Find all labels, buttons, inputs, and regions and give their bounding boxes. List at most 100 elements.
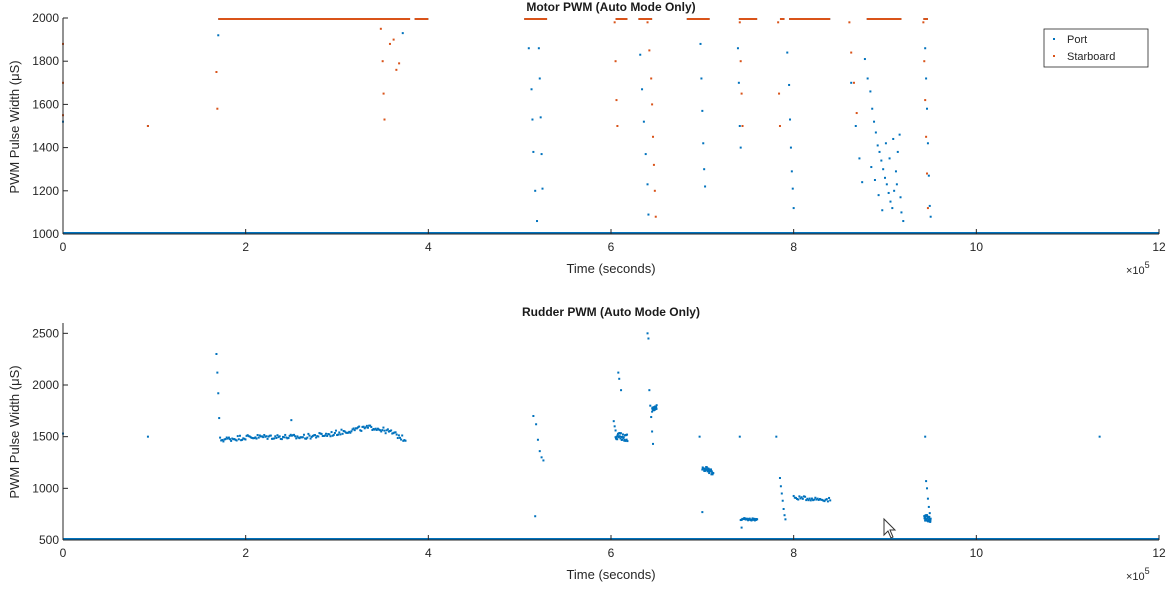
- motor-port-point-68: [888, 157, 891, 160]
- rudder-port-cluster-3-pt-12: [705, 466, 708, 469]
- motor-port-point-22: [700, 77, 703, 80]
- motor-port-point-55: [889, 200, 892, 203]
- rudder-port-cluster-6-pt-12: [925, 514, 928, 517]
- rudder-port-point-40: [925, 480, 928, 483]
- rudder-port-cluster-5-pt-13: [807, 499, 810, 502]
- rudder-port-cluster-1-pt-24: [624, 439, 627, 442]
- rudder-port-point-26: [652, 442, 655, 445]
- rudder-x-axis-label: Time (seconds): [566, 567, 655, 582]
- motor-port-point-37: [792, 207, 795, 210]
- rudder-port-cluster-0-pt-160: [395, 433, 398, 436]
- rudder-port-cluster-1-pt-13: [619, 432, 622, 435]
- motor-port-point-62: [902, 220, 905, 223]
- rudder-port-cluster-0-pt-25: [246, 434, 249, 437]
- rudder-port-cluster-0-pt-164: [400, 438, 403, 441]
- motor-starboard-point-29: [741, 125, 744, 127]
- rudder-port-cluster-0-pt-165: [401, 434, 404, 437]
- motor-port-point-31: [786, 51, 789, 54]
- rudder-port-cluster-1-pt-3: [615, 435, 618, 438]
- motor-x-tick-label-6: 12: [1152, 240, 1166, 254]
- motor-starboard-point-6: [379, 27, 382, 30]
- rudder-port-cluster-6-pt-9: [925, 518, 928, 521]
- rudder-port-cluster-1-pt-20: [622, 436, 625, 439]
- rudder-port-cluster-0-pt-97: [326, 434, 329, 437]
- rudder-port-cluster-0-pt-70: [296, 435, 299, 438]
- rudder-port-cluster-0-pt-130: [362, 425, 365, 428]
- rudder-port-cluster-4-pt-21: [751, 517, 754, 520]
- motor-port-point-34: [789, 146, 792, 149]
- rudder-port-cluster-0-pt-91: [319, 432, 322, 435]
- rudder-port-cluster-5-pt-30: [826, 500, 829, 503]
- motor-y-tick-label-0: 1000: [32, 227, 59, 241]
- motor-starboard-point-42: [926, 207, 929, 210]
- motor-starboard-point-40: [925, 135, 928, 138]
- rudder-port-cluster-0-pt-148: [382, 426, 385, 429]
- motor-port-point-17: [642, 120, 645, 123]
- rudder-port-cluster-0-pt-63: [288, 434, 291, 437]
- rudder-port-cluster-0-pt-60: [285, 436, 288, 439]
- rudder-port-cluster-3-pt-25: [710, 470, 713, 473]
- rudder-port-cluster-0-pt-106: [336, 434, 339, 437]
- rudder-port-cluster-0-pt-129: [361, 425, 364, 428]
- rudder-port-cluster-0-pt-126: [358, 425, 361, 428]
- rudder-port-point-25: [651, 430, 654, 433]
- rudder-port-cluster-0-pt-149: [383, 429, 386, 432]
- rudder-port-cluster-0-pt-27: [248, 435, 251, 438]
- motor-starboard-point-17: [616, 125, 619, 127]
- rudder-port-cluster-0-pt-81: [308, 434, 311, 437]
- legend[interactable]: Port Starboard: [1043, 28, 1149, 68]
- rudder-port-cluster-0-pt-66: [291, 434, 294, 437]
- rudder-port-cluster-3-pt-18: [708, 472, 711, 475]
- motor-port-point-44: [869, 90, 872, 93]
- rudder-port-cluster-0-pt-134: [366, 426, 369, 429]
- rudder-port-cluster-0-pt-141: [374, 427, 377, 430]
- rudder-port-point-28: [738, 435, 741, 438]
- rudder-port-cluster-0-pt-28: [249, 436, 252, 439]
- rudder-y-axis-label: PWM Pulse Width (μS): [7, 365, 22, 498]
- motor-starboard-point-34: [850, 51, 853, 54]
- rudder-port-cluster-3-pt-27: [711, 473, 714, 476]
- motor-port-point-6: [531, 118, 534, 121]
- rudder-port-cluster-3-pt-15: [707, 469, 710, 472]
- rudder-port-cluster-6-pt-29: [929, 517, 932, 520]
- rudder-port-cluster-0-pt-64: [289, 433, 292, 436]
- motor-port-point-51: [882, 168, 885, 171]
- motor-starboard-point-16: [615, 99, 618, 102]
- rudder-port-point-31: [740, 526, 743, 529]
- rudder-port-point-45: [1098, 435, 1101, 438]
- motor-data-layer: [62, 18, 1159, 234]
- rudder-port-cluster-0-pt-86: [314, 434, 317, 437]
- rudder-port-cluster-6-pt-16: [926, 515, 929, 518]
- rudder-port-cluster-5-pt-14: [808, 497, 811, 500]
- rudder-port-cluster-0-pt-44: [267, 435, 270, 438]
- rudder-port-point-8: [535, 423, 538, 426]
- rudder-port-cluster-0-pt-125: [357, 426, 360, 429]
- rudder-port-cluster-0-pt-121: [352, 427, 355, 430]
- rudder-port-cluster-0-pt-119: [350, 430, 353, 433]
- rudder-port-cluster-4-pt-12: [746, 518, 749, 521]
- rudder-port-cluster-0-pt-33: [255, 437, 258, 440]
- motor-starboard-point-10: [388, 42, 391, 45]
- rudder-port-cluster-0-pt-150: [384, 432, 387, 435]
- rudder-port-cluster-0-pt-16: [236, 435, 239, 438]
- motor-port-point-41: [861, 181, 864, 184]
- motor-starboard-point-28: [740, 92, 743, 95]
- motor-x-tick-label-2: 4: [425, 240, 432, 254]
- rudder-port-point-34: [780, 492, 783, 495]
- rudder-port-cluster-6-pt-23: [928, 515, 931, 518]
- rudder-port-cluster-0-pt-111: [341, 432, 344, 435]
- rudder-port-cluster-0-pt-88: [316, 435, 319, 438]
- rudder-port-cluster-0-pt-51: [275, 436, 278, 439]
- rudder-port-cluster-0-pt-26: [247, 435, 250, 438]
- rudder-port-cluster-5-pt-21: [816, 497, 819, 500]
- motor-port-point-40: [858, 157, 861, 160]
- rudder-port-cluster-1-pt-5: [616, 434, 619, 437]
- motor-starboard-point-25: [654, 215, 657, 218]
- motor-y-axis-label: PWM Pulse Width (μS): [7, 60, 22, 193]
- rudder-port-cluster-0-pt-9: [229, 438, 232, 441]
- rudder-port-cluster-5-pt-32: [829, 499, 832, 502]
- rudder-port-cluster-1-pt-12: [619, 437, 622, 440]
- rudder-port-cluster-0-pt-7: [226, 437, 229, 440]
- motor-x-tick-label-5: 10: [970, 240, 984, 254]
- rudder-x-tick-label-5: 10: [970, 546, 984, 560]
